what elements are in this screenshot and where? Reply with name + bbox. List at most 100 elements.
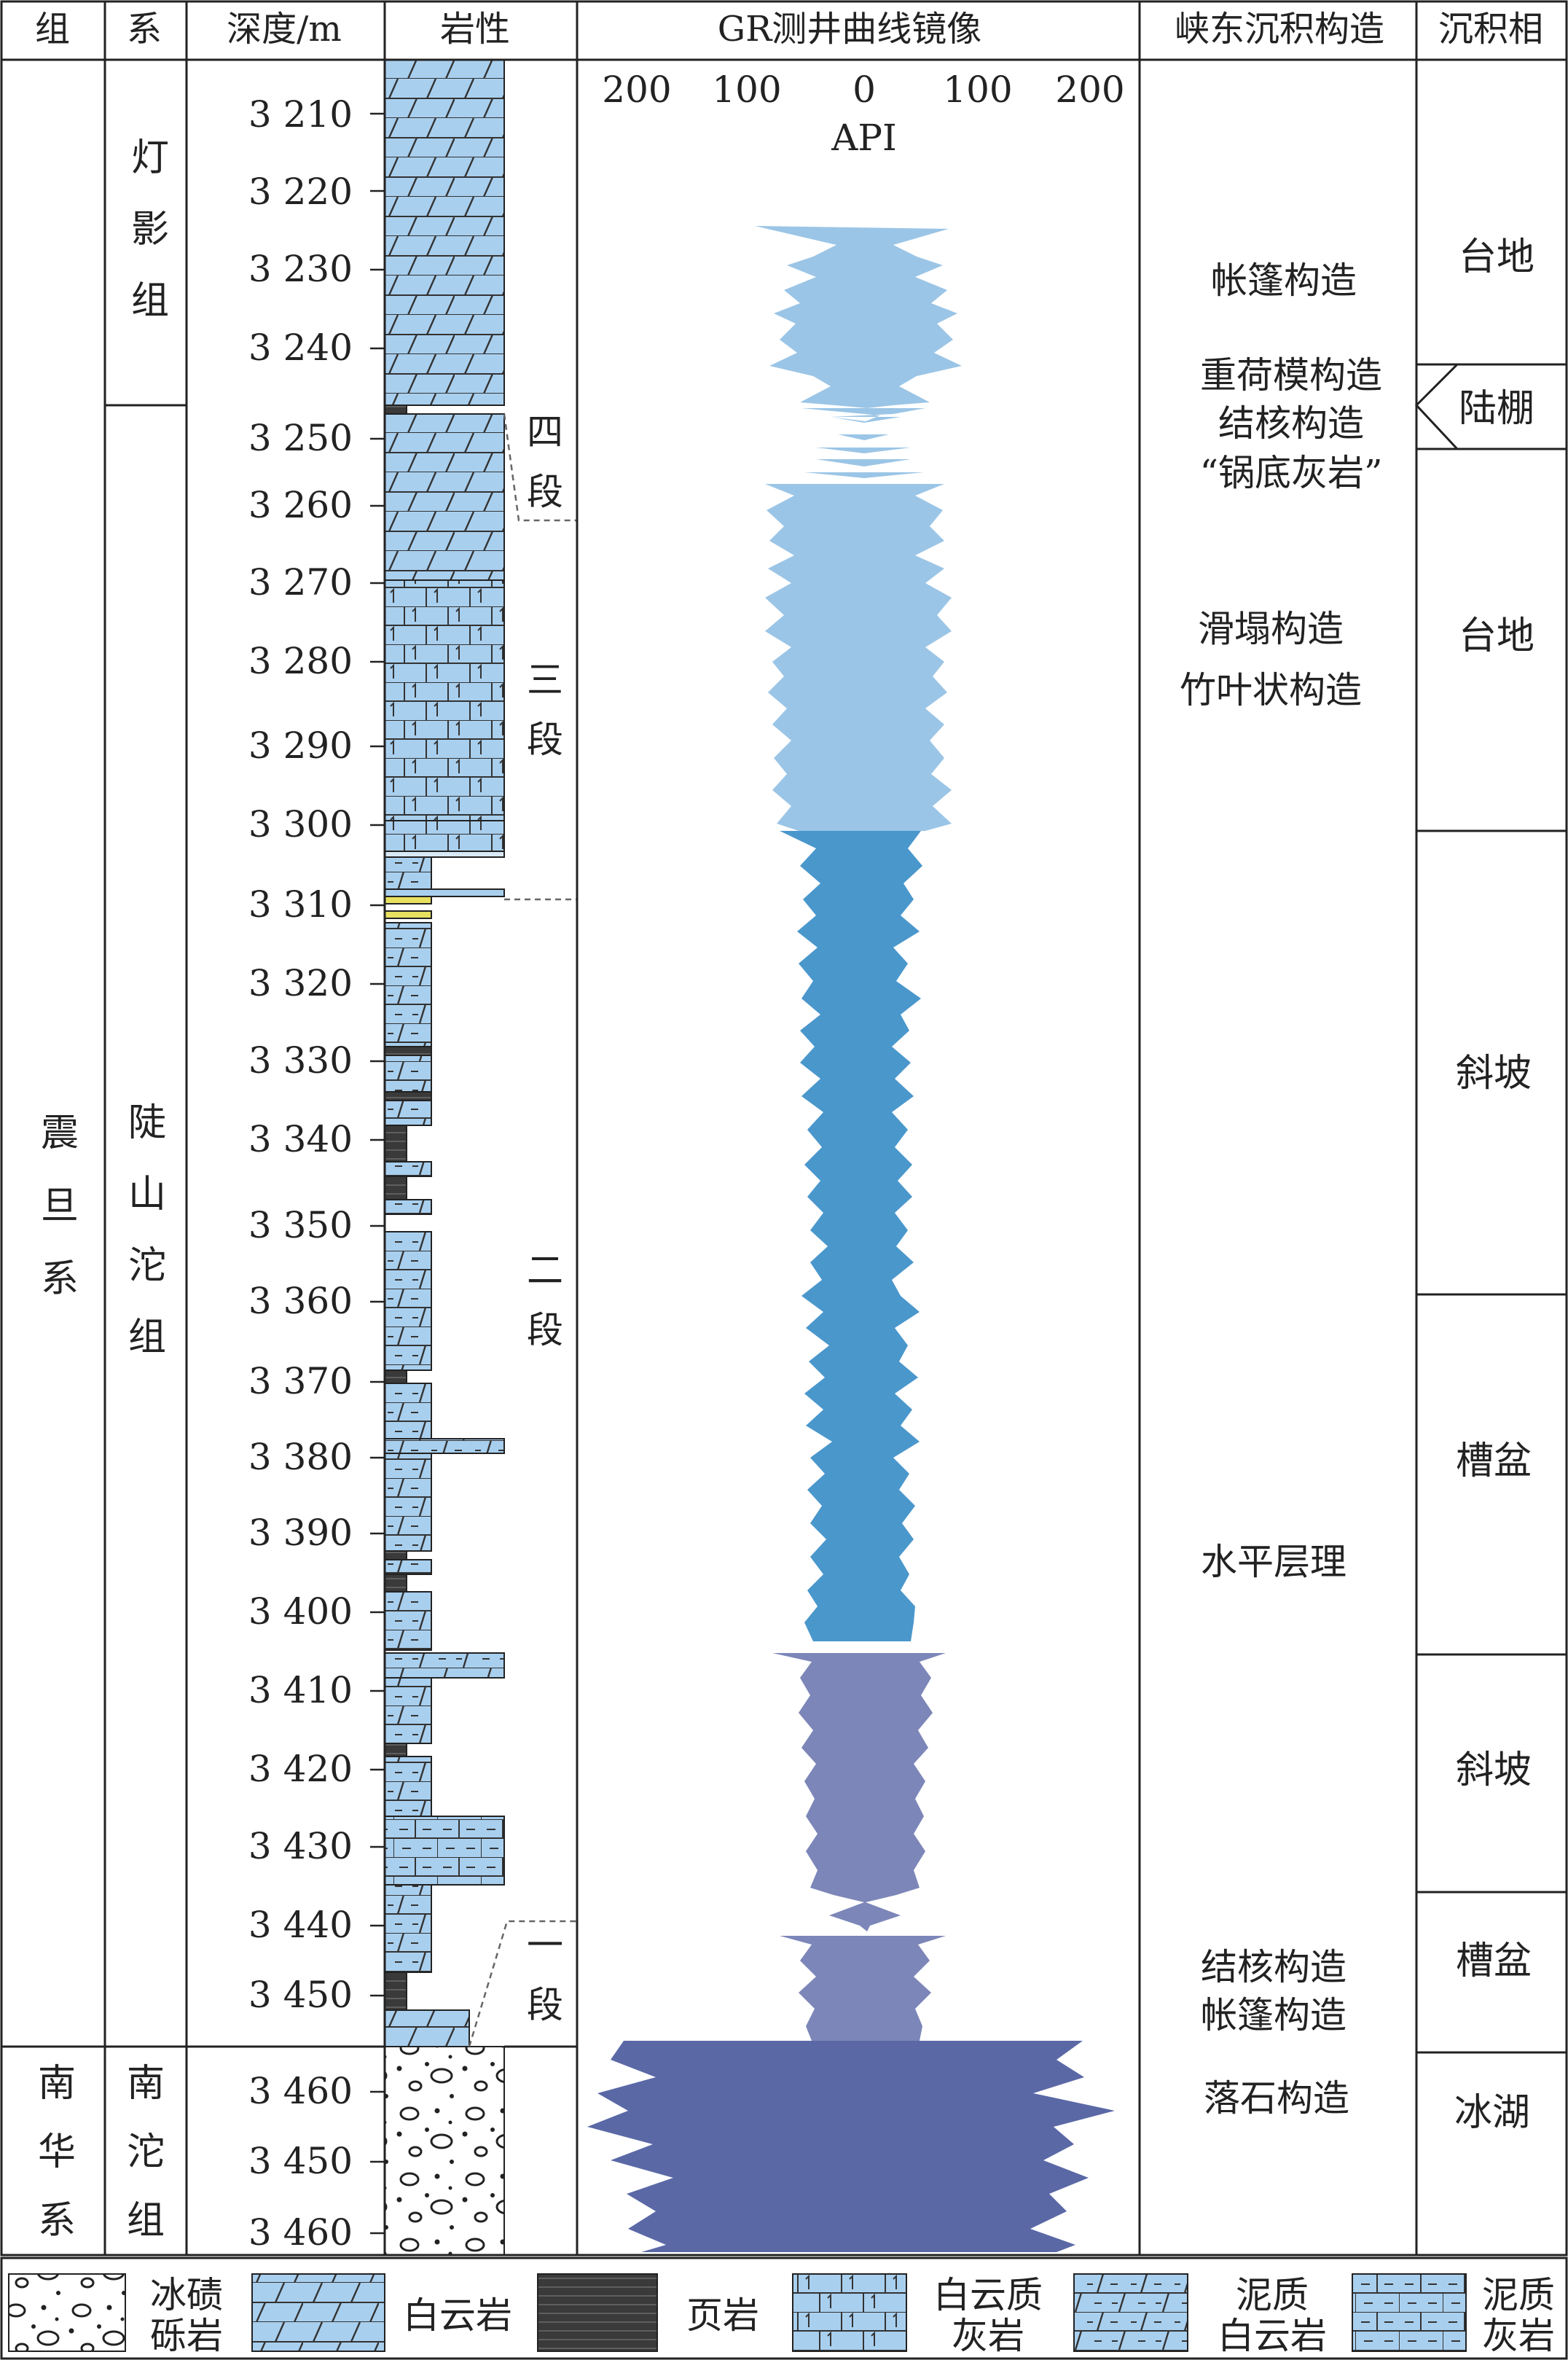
legend-border <box>0 2257 1568 2360</box>
bed-yellow <box>384 896 432 904</box>
structure-label: 滑塌构造 <box>1198 608 1344 650</box>
facies-label: 台地 <box>1459 614 1534 658</box>
gr-shape-member2-upper <box>780 831 922 1641</box>
depth-tick-label: 3 210 <box>248 93 353 136</box>
depth-tick-label: 3 350 <box>248 1204 353 1246</box>
gr-shape-transition <box>801 408 925 478</box>
group-label: 震旦系 <box>41 1111 79 1301</box>
bed-muddy-dolomite <box>384 1161 432 1177</box>
legend-label: 泥质白云岩 <box>1218 2274 1327 2357</box>
bed-muddy-dolomite <box>384 922 432 1047</box>
depth-tick-label: 3 330 <box>248 1039 353 1082</box>
facies-label: 斜坡 <box>1456 1748 1532 1792</box>
gr-shape-member4 <box>765 484 952 831</box>
bed-muddy-dolomite <box>384 1438 505 1454</box>
structure-label: 重荷模构造 <box>1200 354 1382 396</box>
depth-tick-label: 3 220 <box>248 171 353 213</box>
facies-label: 台地 <box>1459 235 1534 279</box>
structures: 帐篷构造 重荷模构造 结核构造 “锅底灰岩” 滑塌构造 竹叶状构造 水平层理 结… <box>1180 259 1383 2119</box>
facies-label: 槽盆 <box>1456 1439 1532 1483</box>
legend-swatch <box>537 2273 658 2352</box>
bed-muddy-dolomite <box>384 1591 432 1651</box>
depth-tick-label: 3 340 <box>248 1118 353 1160</box>
gr-tick: 200 <box>602 69 671 111</box>
group-label: 南华系 <box>38 2062 76 2243</box>
legend-item-dolomite: 白云岩 <box>251 2273 512 2352</box>
legend-item-muddy-limestone: 泥质灰岩 <box>1352 2273 1555 2357</box>
header-row: 组 系 深度/m 岩性 GR测井曲线镜像 峡东沉积构造 沉积相 <box>35 9 1543 50</box>
bed-dolomitic-limestone-member3 <box>384 579 505 821</box>
depth-tick-label: 3 450 <box>248 1974 353 2016</box>
member-label: 一段 <box>527 1924 563 2026</box>
header-lithology: 岩性 <box>440 9 510 50</box>
formation-label: 灯影组 <box>131 136 169 323</box>
bed-muddy-dolomite <box>384 1055 432 1093</box>
depth-tick-label: 3 360 <box>248 1280 353 1322</box>
depth-tick-label: 3 230 <box>248 248 353 290</box>
gr-curve <box>587 226 1115 2252</box>
legend-label: 页岩 <box>686 2294 759 2337</box>
depth-tick-marks <box>370 112 385 2235</box>
gr-tick: 100 <box>712 69 781 111</box>
bed-muddy-limestone <box>384 1816 505 1886</box>
depth-tick-label: 3 460 <box>248 2211 353 2254</box>
group-labels: 震旦系 南华系 <box>38 1111 79 2243</box>
bed-shale <box>384 1550 407 1560</box>
member-label: 三段 <box>527 659 563 761</box>
bed-tillite <box>384 2046 505 2256</box>
depth-tick-label: 3 410 <box>248 1669 353 1711</box>
bed-dolomite-dengying <box>384 59 505 406</box>
bed-shale <box>384 1125 407 1163</box>
legend-item-muddy-dolomite: 泥质白云岩 <box>1073 2273 1327 2357</box>
legend-item-tillite: 冰碛砾岩 <box>8 2273 223 2357</box>
depth-tick-label: 3 380 <box>248 1436 353 1478</box>
bed-muddy-dolomite <box>384 1199 432 1215</box>
structure-label: 水平层理 <box>1201 1541 1346 1583</box>
legend-swatch <box>1352 2273 1467 2352</box>
gr-tick: 100 <box>943 69 1012 111</box>
facies: 台地 陆棚 台地 斜坡 槽盆 斜坡 槽盆 冰湖 <box>1454 235 1534 2135</box>
gr-unit: API <box>831 117 897 159</box>
depth-tick-label: 3 460 <box>248 2070 353 2112</box>
bed-muddy-dolomite <box>384 1231 432 1371</box>
bed-shale <box>384 1046 432 1056</box>
gr-shape-dengying <box>755 226 962 408</box>
depth-tick-label: 3 450 <box>248 2140 353 2182</box>
legend-label: 冰碛砾岩 <box>150 2274 223 2357</box>
bed-muddy-dolomite <box>384 1677 432 1744</box>
facies-shelf-marker <box>1414 363 1459 450</box>
bed-thin <box>384 851 505 858</box>
bed-shale <box>384 1972 407 2011</box>
member-boundaries <box>468 413 577 2047</box>
header-gr: GR测井曲线镜像 <box>718 9 982 50</box>
bed-dolomite-member1 <box>384 2009 470 2047</box>
gr-tick: 200 <box>1055 69 1124 111</box>
structure-label: 落石构造 <box>1204 2077 1349 2119</box>
legend-label: 白云质灰岩 <box>933 2274 1043 2357</box>
member-label: 二段 <box>527 1249 563 1351</box>
depth-tick-label: 3 400 <box>248 1590 353 1633</box>
header-structure: 峡东沉积构造 <box>1175 9 1384 50</box>
legend-swatch <box>8 2273 126 2352</box>
structure-label: 结核构造 <box>1218 402 1364 445</box>
table-grid <box>0 0 1568 2257</box>
structure-label: “锅底灰岩” <box>1199 452 1382 494</box>
legend-swatch <box>792 2273 907 2352</box>
legend-swatch <box>251 2273 385 2352</box>
depth-tick-label: 3 240 <box>248 327 353 369</box>
formation-label: 陡山沱组 <box>128 1101 166 1359</box>
bed-dolomitic-limestone <box>384 820 505 852</box>
gr-axis: 200 100 0 100 200 API <box>602 69 1124 159</box>
bed-muddy-dolomite <box>384 1884 432 1973</box>
legend-label: 白云岩 <box>403 2294 512 2337</box>
depth-tick-label: 3 440 <box>248 1904 353 1946</box>
facies-label: 槽盆 <box>1456 1939 1532 1983</box>
header-system: 系 <box>127 9 162 50</box>
bed-shale <box>384 1091 432 1101</box>
table-border <box>0 0 1568 2257</box>
gr-tick: 0 <box>852 69 876 111</box>
formation-labels: 灯影组 陡山沱组 南沱组 <box>127 136 169 2243</box>
legend-item-dolomitic-limestone: 白云质灰岩 <box>792 2273 1043 2357</box>
header-facies: 沉积相 <box>1438 9 1543 50</box>
legend: 冰碛砾岩 白云岩 页岩 白云质灰岩 泥质白云岩 泥质灰岩 <box>0 2257 1568 2360</box>
